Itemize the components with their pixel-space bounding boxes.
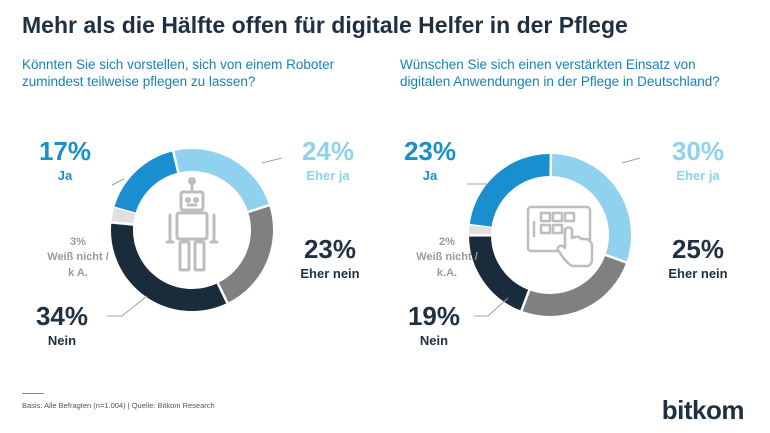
category-label-ja: Ja bbox=[423, 168, 438, 183]
leader-line bbox=[111, 178, 125, 186]
bitkom-logo: bitkom bbox=[661, 395, 745, 425]
category-label-weiss-nicht: Weiß nicht / bbox=[47, 251, 109, 263]
value-label-eher-ja: 24% bbox=[302, 136, 354, 166]
category-label-nein: Nein bbox=[420, 333, 448, 348]
slice-separator bbox=[216, 281, 229, 305]
category-label-weiss-nicht: k A. bbox=[68, 267, 88, 279]
category-label-eher-ja: Eher ja bbox=[306, 168, 350, 183]
footer-divider bbox=[22, 393, 44, 394]
chart-1-question: Könnten Sie sich vorstellen, sich von ei… bbox=[22, 57, 335, 89]
value-label-eher-ja: 30% bbox=[672, 136, 724, 166]
slice-separator bbox=[468, 223, 493, 230]
category-label-eher-nein: Eher nein bbox=[668, 266, 727, 281]
slice-separator bbox=[110, 221, 135, 226]
slice-separator bbox=[604, 253, 628, 264]
value-label-eher-nein: 23% bbox=[304, 234, 356, 264]
slice-separator bbox=[519, 288, 531, 313]
donut-slice-ja bbox=[114, 151, 179, 215]
value-label-ja: 23% bbox=[404, 136, 456, 166]
donut-slice-eher-nein bbox=[217, 205, 273, 303]
value-label-weiss-nicht: 2% bbox=[439, 236, 455, 248]
donut-slice-eher-ja bbox=[550, 154, 631, 263]
donut-slice-nein bbox=[111, 222, 228, 311]
leader-line bbox=[474, 297, 509, 317]
donut-chart-robot: 17% Ja 24% Eher ja 23% Eher nein 34% Nein 3% Weiß… bbox=[36, 136, 360, 348]
value-label-weiss-nicht: 3% bbox=[70, 236, 86, 248]
category-label-ja: Ja bbox=[58, 168, 73, 183]
value-label-nein: 19% bbox=[408, 301, 460, 331]
footer-source: Basis: Alle Befragten (n=1.004) | Quelle… bbox=[22, 401, 215, 410]
slice-separator bbox=[112, 206, 137, 216]
chart-2-question: Wünschen Sie sich einen verstärkten Eins… bbox=[400, 57, 720, 89]
value-label-eher-nein: 25% bbox=[672, 234, 724, 264]
value-label-nein: 34% bbox=[36, 301, 88, 331]
donut-slice-eher-nein bbox=[521, 254, 627, 316]
donut-slice-nein bbox=[469, 234, 530, 311]
leader-line bbox=[107, 295, 148, 317]
category-label-eher-ja: Eher ja bbox=[676, 168, 720, 183]
donut-slice-ja bbox=[469, 153, 552, 229]
robot-icon bbox=[165, 177, 219, 272]
donut-slice-weiss-nicht bbox=[469, 225, 492, 236]
slice-separator bbox=[246, 203, 271, 214]
slice-separator bbox=[171, 149, 180, 174]
leader-line bbox=[621, 157, 641, 164]
tablet-hand-icon bbox=[526, 205, 594, 268]
donut-chart-digital: 23% Ja 30% Eher ja 25% Eher nein 19% Nein 2% Weiß… bbox=[404, 136, 728, 348]
category-label-eher-nein: Eher nein bbox=[300, 266, 359, 281]
category-label-weiss-nicht: Weiß nicht / bbox=[416, 251, 478, 263]
category-label-nein: Nein bbox=[48, 333, 76, 348]
category-label-weiss-nicht: k.A. bbox=[437, 267, 457, 279]
page-title: Mehr als die Hälfte offen für digitale H… bbox=[22, 12, 628, 38]
donut-slice-eher-ja bbox=[173, 149, 270, 213]
donut-slice-weiss-nicht bbox=[111, 207, 136, 225]
leader-line bbox=[261, 157, 283, 164]
value-label-ja: 17% bbox=[39, 136, 91, 166]
